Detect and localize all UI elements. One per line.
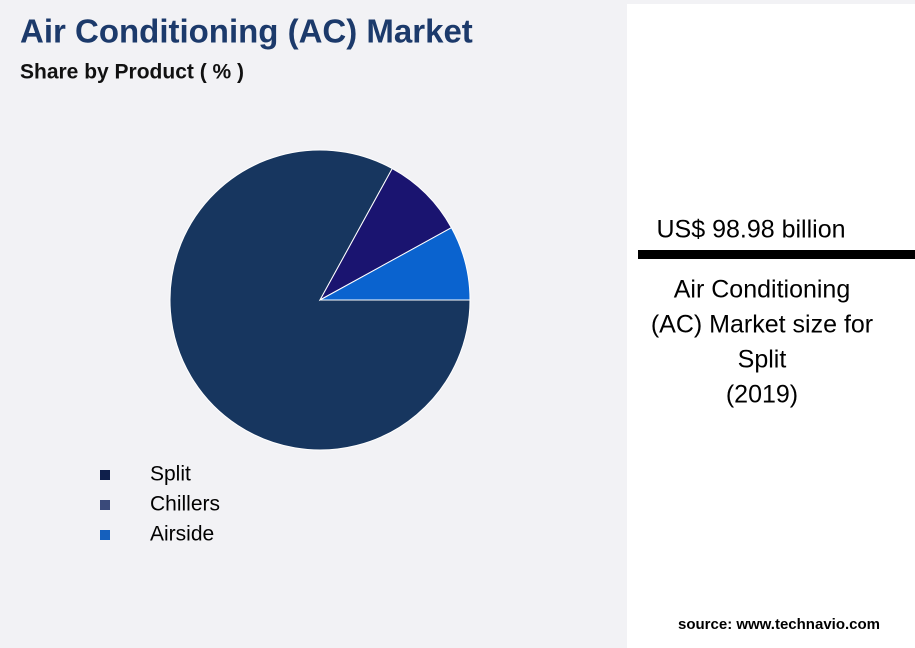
chart-subtitle: Share by Product ( % ) (20, 61, 244, 84)
highlight-caption: (2019) (726, 381, 798, 409)
highlight-caption: Split (738, 346, 787, 374)
legend-swatch (100, 530, 110, 540)
legend-label: Split (150, 463, 191, 486)
legend-label: Airside (150, 523, 214, 546)
legend-label: Chillers (150, 493, 220, 516)
legend-swatch (100, 470, 110, 480)
pie-slice (318, 167, 453, 302)
divider (638, 250, 915, 259)
side-panel (627, 4, 915, 648)
chart-title: Air Conditioning (AC) Market (20, 13, 473, 50)
highlight-caption: Air Conditioning (674, 276, 851, 304)
legend-swatch (100, 500, 110, 510)
highlight-value: US$ 98.98 billion (656, 216, 845, 244)
highlight-caption: (AC) Market size for (651, 311, 873, 339)
source: source: www.technavio.com (678, 616, 880, 633)
pie-slice (319, 227, 471, 301)
